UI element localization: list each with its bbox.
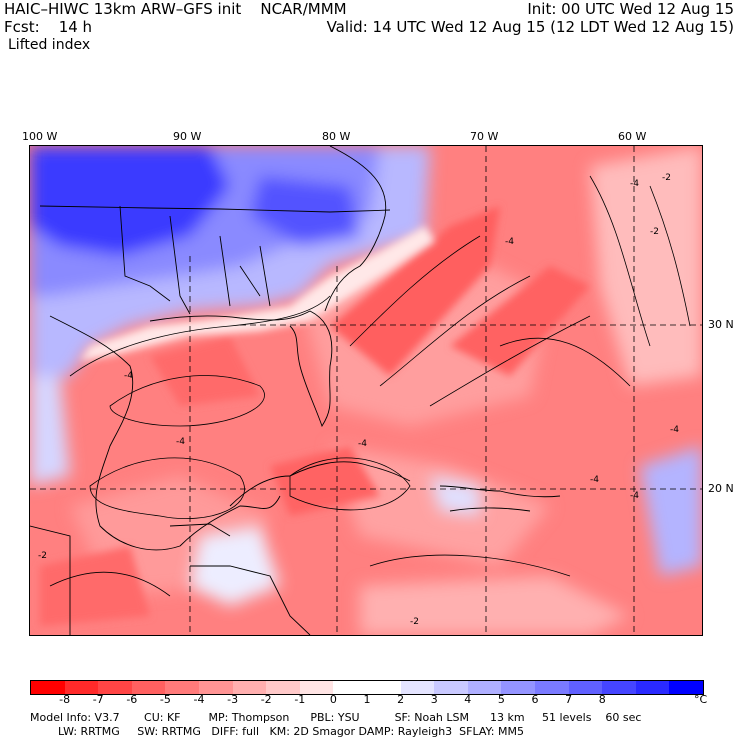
contour-label: -2 — [662, 173, 671, 183]
contour-label: -2 — [38, 551, 47, 561]
colorbar-segment — [232, 681, 267, 694]
colorbar-tick-label: -3 — [227, 693, 239, 706]
lat-lon-grid — [30, 146, 702, 635]
lon-label-100w: 100 W — [22, 130, 58, 143]
colorbar-segment — [98, 681, 132, 694]
lat-label-20n: 20 N — [708, 482, 734, 495]
model-title: HAIC–HIWC 13km ARW–GFS init NCAR/MMM — [4, 0, 347, 18]
lon-label-90w: 90 W — [173, 130, 202, 143]
init-time: Init: 00 UTC Wed 12 Aug 15 — [527, 0, 734, 18]
lon-label-60w: 60 W — [618, 130, 647, 143]
colorbar — [30, 680, 704, 695]
lon-label-80w: 80 W — [322, 130, 351, 143]
colorbar-segment — [635, 681, 670, 694]
contour-label: -2 — [650, 227, 659, 237]
colorbar-tick-label: 0 — [329, 693, 337, 706]
colorbar-segment — [366, 681, 401, 694]
contour-label: -4 — [176, 437, 185, 447]
colorbar-tick-label: 2 — [397, 693, 405, 706]
model-info-line1: Model Info: V3.7 CU: KF MP: Thompson PBL… — [30, 711, 642, 724]
contour-label: -4 — [590, 475, 599, 485]
coastlines — [30, 146, 561, 635]
field-cool-region — [30, 146, 702, 606]
colorbar-tick-label: -6 — [126, 693, 138, 706]
field-neutral-band — [80, 226, 435, 361]
contour-label: -4 — [630, 179, 639, 189]
colorbar-tick-label: -1 — [294, 693, 306, 706]
colorbar-tick-label: 8 — [598, 693, 606, 706]
contour-label: -4 — [358, 439, 367, 449]
lifted-index-map: -2 -2 -4 -4 -4 -4 -4 -4 -2 -2 -4 -4 — [29, 145, 703, 636]
colorbar-segment — [266, 681, 300, 694]
colorbar-segment — [299, 681, 334, 694]
contour-label: -4 — [670, 425, 679, 435]
valid-time: Valid: 14 UTC Wed 12 Aug 15 (12 LDT Wed … — [326, 18, 734, 36]
colorbar-segment — [400, 681, 435, 694]
colorbar-unit: °C — [694, 693, 708, 706]
forecast-hour: Fcst: 14 h — [4, 18, 93, 36]
lat-label-30n: 30 N — [708, 318, 734, 331]
contour-value-labels: -2 -2 -4 -4 -4 -4 -4 -4 -2 -2 -4 -4 — [38, 173, 679, 627]
colorbar-segment — [198, 681, 233, 694]
colorbar-segment — [467, 681, 502, 694]
colorbar-tick-label: 4 — [464, 693, 472, 706]
colorbar-segment — [568, 681, 603, 694]
colorbar-segment — [131, 681, 166, 694]
colorbar-tick-label: -8 — [59, 693, 71, 706]
colorbar-segment — [501, 681, 535, 694]
lon-label-70w: 70 W — [470, 130, 499, 143]
colorbar-segment — [534, 681, 569, 694]
colorbar-segment — [333, 681, 367, 694]
colorbar-segment — [165, 681, 199, 694]
colorbar-tick-label: -7 — [92, 693, 104, 706]
contour-label: -4 — [630, 491, 639, 501]
colorbar-segment — [669, 681, 703, 694]
model-info-line2: LW: RRTMG SW: RRTMG DIFF: full KM: 2D Sm… — [30, 725, 524, 738]
colorbar-tick-label: 5 — [497, 693, 505, 706]
colorbar-tick-label: -5 — [159, 693, 171, 706]
colorbar-tick-label: 6 — [531, 693, 539, 706]
colorbar-tick-label: 1 — [363, 693, 371, 706]
colorbar-tick-label: -2 — [260, 693, 272, 706]
colorbar-tick-label: -4 — [193, 693, 205, 706]
colorbar-segment — [64, 681, 99, 694]
contour-label: -2 — [410, 617, 419, 627]
colorbar-segment — [31, 681, 65, 694]
colorbar-segment — [434, 681, 468, 694]
contour-label: -4 — [124, 371, 133, 381]
field-name: Lifted index — [8, 37, 91, 53]
colorbar-tick-label: 7 — [565, 693, 573, 706]
colorbar-segment — [602, 681, 636, 694]
field-deep-warm-zones — [40, 206, 590, 626]
contour-lines — [49, 175, 691, 597]
map-canvas: -2 -2 -4 -4 -4 -4 -4 -4 -2 -2 -4 -4 — [30, 146, 702, 635]
contour-label: -4 — [505, 237, 514, 247]
colorbar-tick-label: 3 — [430, 693, 438, 706]
